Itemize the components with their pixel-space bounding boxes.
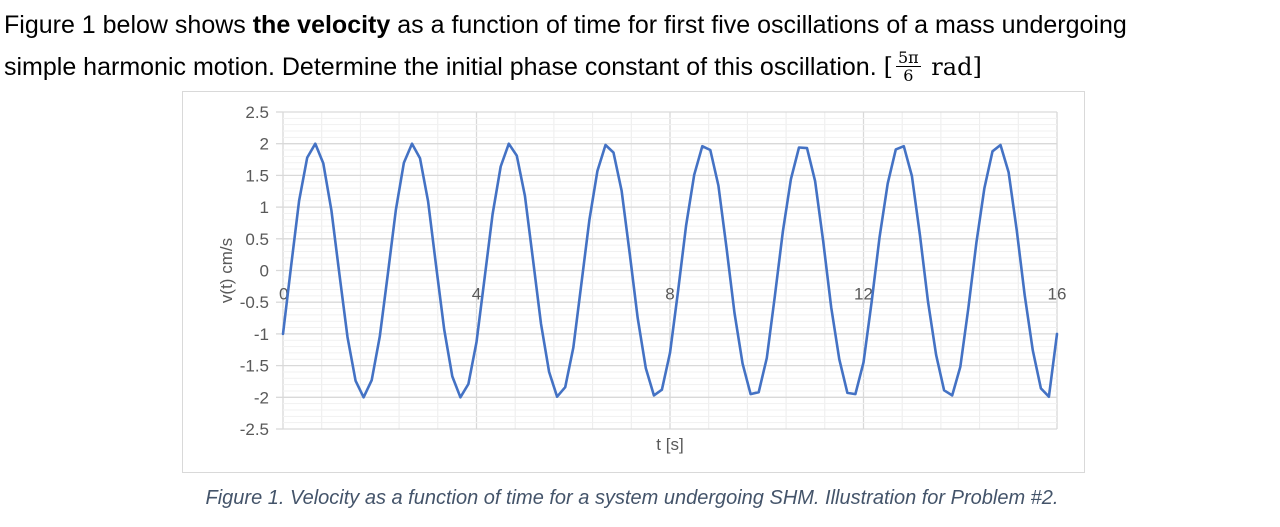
y-tick-label: -1.5	[240, 357, 269, 376]
figure-caption: Figure 1. Velocity as a function of time…	[205, 487, 1059, 509]
problem-text-part1: Figure 1 below shows	[4, 11, 253, 39]
answer-fraction: 5π 6	[895, 48, 921, 85]
velocity-chart: 2.5 2 1.5 1 0.5 0 -0.5 -1 -1.5 -2 -2.5 0 4 8 12 16 t […	[217, 103, 1066, 454]
answer-denominator: 6	[903, 66, 914, 85]
y-axis-title: v(t) cm/s	[217, 238, 236, 303]
x-tick-label: 4	[472, 285, 481, 304]
velocity-series-line	[281, 142, 1059, 399]
chart-frame: 2.5 2 1.5 1 0.5 0 -0.5 -1 -1.5 -2 -2.5 0 4 8 12 16 t […	[182, 91, 1085, 473]
x-tick-label: 16	[1048, 285, 1067, 304]
answer-unit: rad]	[923, 53, 982, 81]
problem-line-2: simple harmonic motion. Determine the in…	[4, 46, 1276, 88]
x-axis-title: t [s]	[656, 435, 683, 454]
y-tick-label: 1	[260, 198, 269, 217]
y-tick-label: -2	[254, 388, 269, 407]
y-tick-label: 0.5	[245, 230, 269, 249]
x-tick-label: 8	[665, 285, 674, 304]
answer-numerator: 5π	[895, 48, 921, 67]
problem-text-part2: as a function of time for first five osc…	[390, 11, 1127, 39]
problem-text-line2: simple harmonic motion. Determine the in…	[4, 53, 884, 81]
y-tick-label: 2	[260, 135, 269, 154]
problem-statement: Figure 1 below shows the velocity as a f…	[4, 4, 1276, 88]
x-tick-label: 0	[279, 285, 288, 304]
answer-open-bracket: [	[883, 53, 893, 81]
y-tick-label: -1	[254, 325, 269, 344]
chart-y-tick-labels: 2.5 2 1.5 1 0.5 0 -0.5 -1 -1.5 -2 -2.5	[240, 103, 269, 439]
chart-x-tick-labels: 0 4 8 12 16	[279, 285, 1066, 304]
y-tick-label: 1.5	[245, 166, 269, 185]
y-tick-label: 2.5	[245, 103, 269, 122]
y-tick-label: 0	[260, 262, 269, 281]
chart-series	[281, 142, 1059, 399]
answer-hint: [5π 6 rad]	[883, 49, 982, 84]
y-tick-label: -2.5	[240, 420, 269, 439]
problem-line-1: Figure 1 below shows the velocity as a f…	[4, 4, 1276, 46]
y-tick-label: -0.5	[240, 293, 269, 312]
chart-gridlines	[276, 111, 1058, 430]
problem-bold-phrase: the velocity	[252, 11, 391, 39]
x-tick-label: 12	[854, 285, 873, 304]
